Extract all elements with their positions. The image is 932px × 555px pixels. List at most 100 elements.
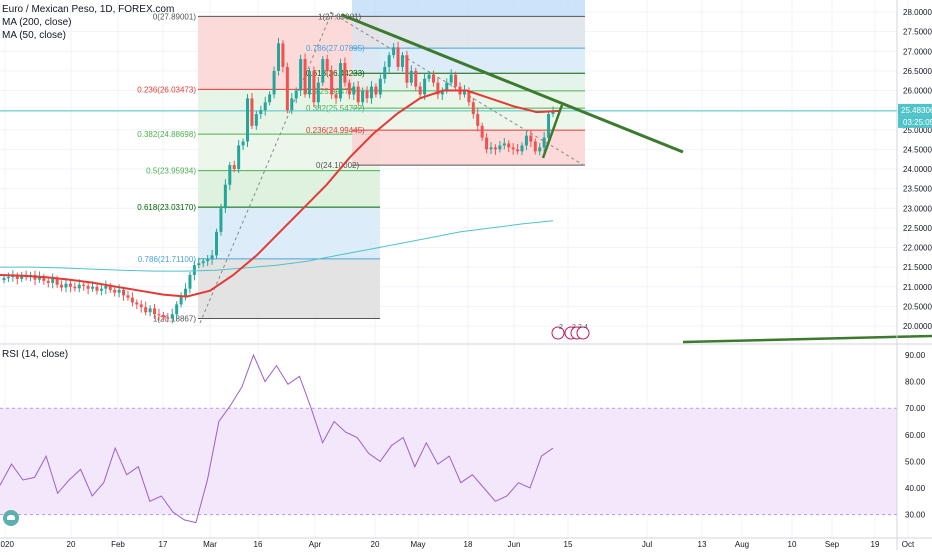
candle-body (20, 276, 24, 279)
candle-body (122, 289, 126, 296)
fibonacci-layer[interactable]: 0(27.89001) 0.236(26.03473) 0.382(24.88698… (0, 0, 897, 324)
candle-body (281, 43, 285, 67)
candle-body (299, 59, 303, 91)
grid-layer (0, 0, 909, 538)
candle-body (511, 147, 515, 150)
fib-left-trend-dashed (199, 11, 333, 324)
fib-right-zone (352, 108, 585, 131)
fib-left-level-label: 0.618(23.03170) (137, 203, 196, 212)
candle-body (347, 82, 351, 95)
candle-body (130, 297, 134, 303)
candle-body (303, 59, 307, 95)
candle-body (294, 90, 298, 99)
candle-body (533, 141, 537, 152)
candle-body (427, 74, 431, 79)
fib-right-top-zone (352, 0, 585, 17)
candle-body (431, 74, 435, 83)
candle-body (343, 63, 347, 83)
candle-body (290, 98, 294, 111)
price-tick-label: 28.00000 (903, 8, 932, 17)
candle-body (126, 295, 130, 298)
candle-body (387, 55, 391, 67)
candle-body (400, 55, 404, 67)
candle-body (489, 147, 493, 150)
countdown-badge (898, 115, 932, 128)
candle-body (538, 147, 542, 152)
fib-right-zone (352, 16, 585, 49)
ma50-legend[interactable]: MA (50, close) (2, 30, 66, 41)
candle-body (449, 74, 453, 83)
candle-body (99, 288, 103, 291)
time-tick-label: 19 (871, 540, 880, 549)
candle-body (117, 289, 121, 293)
candle-body (551, 110, 555, 115)
candle-body (316, 82, 320, 103)
candle-body (42, 276, 46, 281)
fib-right-level-label: 0.382(25.54722) (306, 104, 365, 113)
candle-body (51, 278, 55, 283)
candle-body (462, 90, 466, 95)
candle-body (184, 288, 188, 297)
fib-left-level-label: 0.382(24.88698) (137, 130, 196, 139)
rsi-tick-label: 60.00 (905, 431, 926, 440)
rsi-tick-label: 40.00 (905, 484, 926, 493)
candle-body (232, 165, 236, 169)
fib-right-trend-dashed (329, 11, 586, 167)
ma200-legend[interactable]: MA (200, close) (2, 17, 72, 28)
candle-body (356, 86, 360, 103)
candle-body (312, 70, 316, 103)
candle-body (263, 102, 267, 111)
rebound-trendline (541, 104, 564, 159)
rsi-band (0, 408, 897, 515)
price-tick-label: 26.50000 (903, 67, 932, 76)
candle-body (272, 70, 276, 95)
candle-body (325, 59, 329, 71)
candle-body (64, 283, 68, 288)
time-tick-label: Feb (111, 540, 125, 549)
time-tick-label: Jul (642, 540, 652, 549)
candle-body (361, 90, 365, 103)
candle-body (467, 90, 471, 103)
candle-body (268, 94, 272, 103)
candle-body (197, 263, 201, 266)
candle-body (108, 285, 112, 290)
candle-body (436, 82, 440, 95)
candle-body (104, 285, 108, 289)
event-marker-icon (576, 326, 590, 340)
candle-body (321, 59, 325, 83)
time-tick-label: 20 (67, 540, 76, 549)
time-tick-label: 20 (371, 540, 380, 549)
rsi-legend[interactable]: RSI (14, close) (2, 349, 69, 360)
symbol-title[interactable]: Euro / Mexican Peso, 1D, FOREX.com (2, 4, 175, 15)
fib-left-zone (198, 207, 380, 259)
candle-body (237, 145, 241, 169)
fib-right-level-label: 0.618(26.44233) (306, 69, 365, 78)
price-tick-label: 20.00000 (903, 322, 932, 331)
candle-body (166, 317, 170, 319)
candle-body (369, 86, 373, 99)
time-tick-label: Jun (508, 540, 521, 549)
candle-body (6, 276, 10, 279)
last-price-label: 25.48306 (901, 106, 932, 115)
candle-body (246, 98, 250, 142)
candle-body (139, 304, 143, 308)
candle-body (60, 284, 64, 288)
fib-left-level-label: 0.786(21.71100) (138, 255, 196, 264)
candle-body (250, 98, 254, 126)
last-price-badge (898, 103, 932, 116)
candle-body (55, 278, 59, 285)
candle-body (480, 125, 484, 138)
price-tick-label: 27.00000 (903, 47, 932, 56)
candle-body (547, 114, 551, 138)
candle-body (37, 276, 41, 280)
rsi-line (0, 353, 554, 524)
candle-body (46, 280, 50, 283)
candle-body (175, 304, 179, 315)
time-tick-label: Apr (309, 540, 322, 549)
candle-body (285, 66, 289, 111)
fib-left-level-label: 0(27.89001) (153, 12, 196, 21)
rsi-tick-label: 80.00 (905, 378, 926, 387)
tradingview-logo-icon[interactable] (3, 510, 19, 526)
